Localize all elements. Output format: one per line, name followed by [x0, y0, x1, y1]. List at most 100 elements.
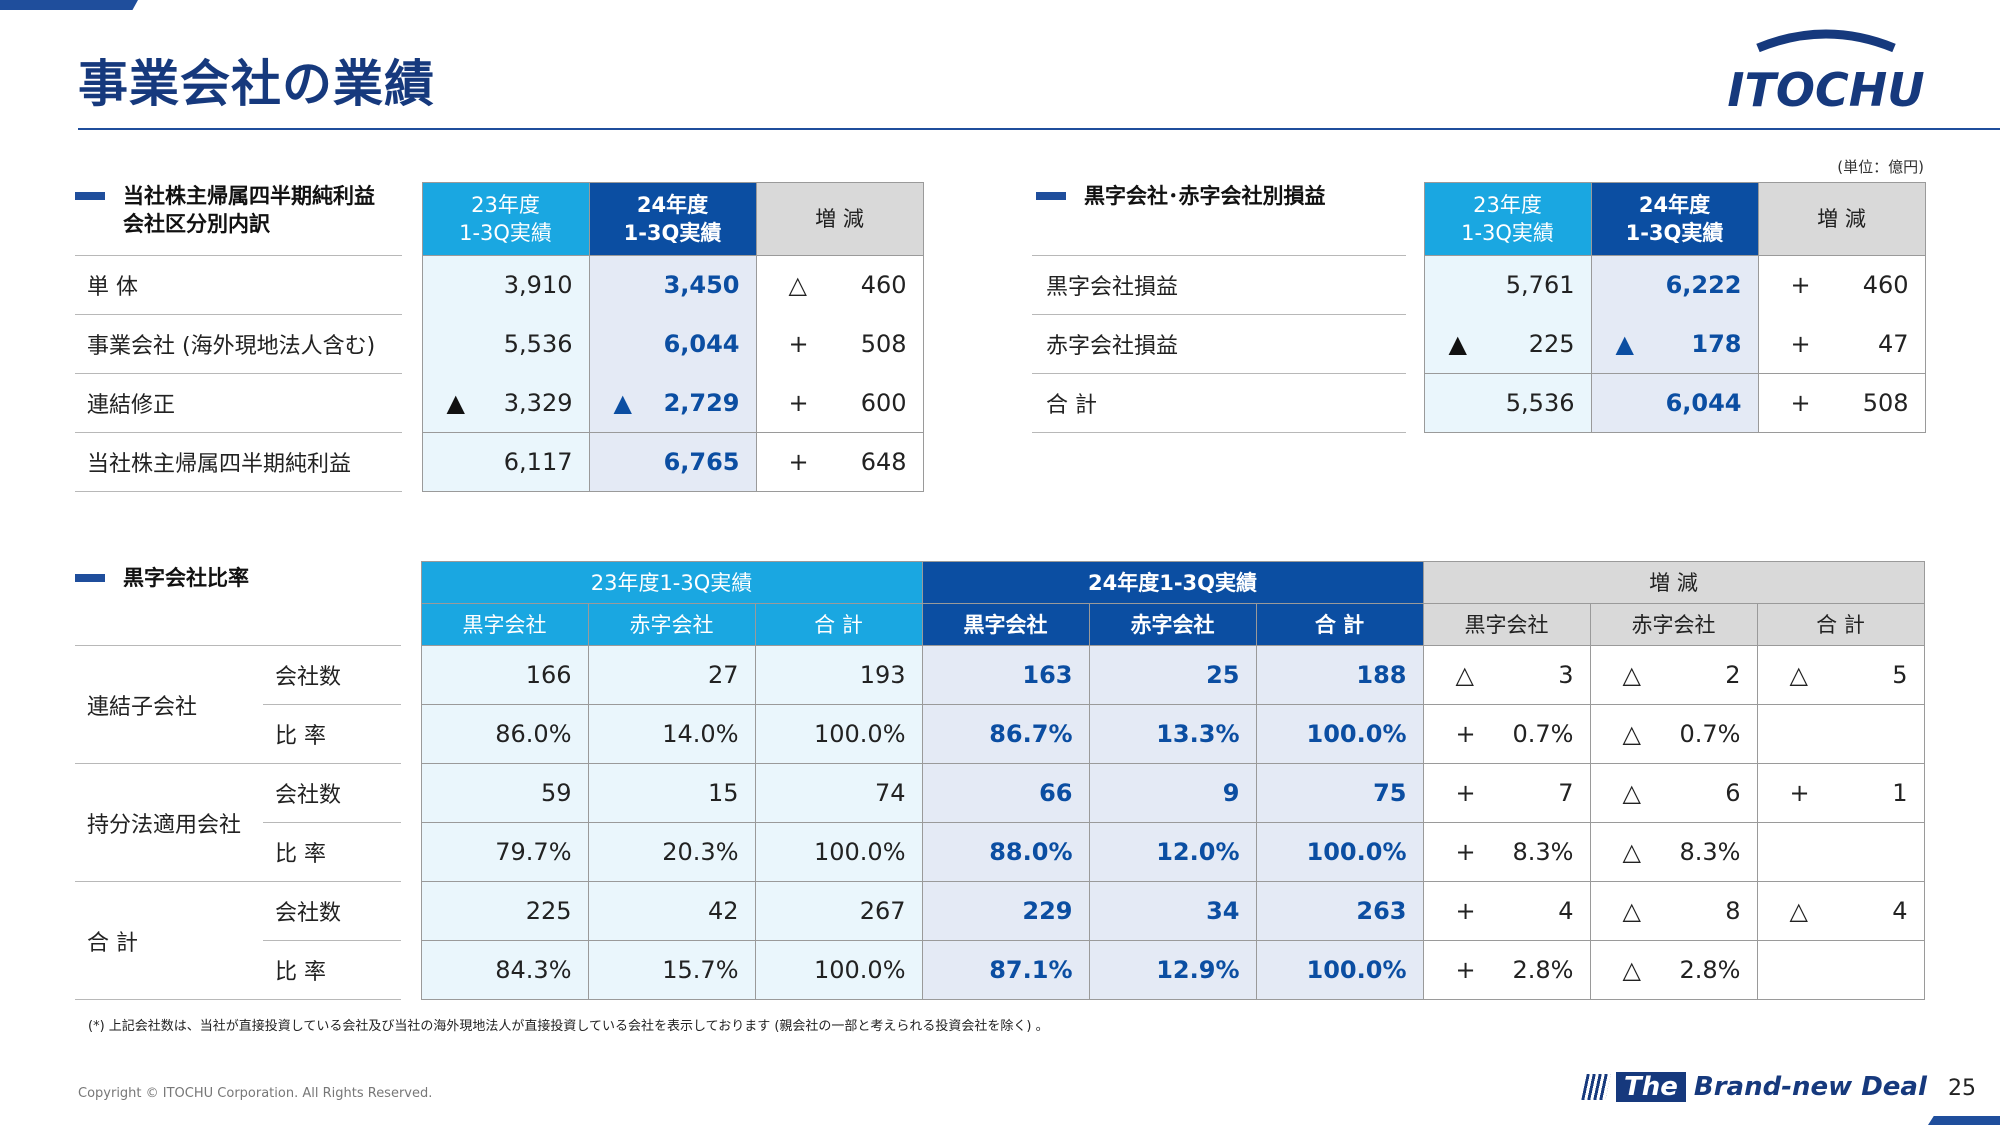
cell-fy24: 34 [1088, 881, 1257, 941]
subheader-total: 合 計 [1255, 603, 1424, 646]
cell-change: △ 2 [1589, 645, 1758, 705]
section-marker [75, 574, 105, 582]
cell-fy23: 79.7% [420, 822, 589, 882]
cell-change: △ 6 [1589, 763, 1758, 823]
table-row: 比 率 86.0% 14.0% 100.0% 86.7% 13.3% 100.0% +0.7%… [75, 704, 1925, 764]
bottom-accent-bar [1928, 1116, 2000, 1125]
cell-fy24: 13.3% [1088, 704, 1257, 764]
cell-change: +4 [1422, 881, 1591, 941]
title-divider [78, 128, 2000, 130]
table-row: 単 体 3,910 3,450 △ 460 [75, 255, 924, 315]
cell-change: △ 8 [1589, 881, 1758, 941]
cell-change: +8.3% [1422, 822, 1591, 882]
cell-fy24: 25 [1088, 645, 1257, 705]
metric-label: 比 率 [263, 940, 401, 1000]
cell-fy23: 100.0% [754, 822, 923, 882]
cell-fy23: 267 [754, 881, 923, 941]
cell-change: △ 3 [1422, 645, 1591, 705]
cell-fy23: 100.0% [754, 940, 923, 1000]
header-fy24: 24年度1-3Q実績 [921, 561, 1424, 604]
header-change: 増 減 [1757, 182, 1926, 256]
header-fy23: 23年度1-3Q実績 [420, 561, 923, 604]
cell-change: +1 [1756, 763, 1925, 823]
section-title-line2: 会社区分別内訳 [123, 212, 270, 236]
section-title: 黒字会社･赤字会社別損益 [1084, 184, 1326, 208]
section-marker [1036, 192, 1066, 200]
group-label: 連結子会社 [75, 645, 263, 764]
cell-fy24: 229 [921, 881, 1090, 941]
cell-fy23: 100.0% [754, 704, 923, 764]
subheader-total: 合 計 [754, 603, 923, 646]
footnote: (*) 上記会社数は、当社が直接投資している会社及び当社の海外現地法人が直接投資… [88, 1019, 1049, 1034]
cell-fy23: 225 [420, 881, 589, 941]
cell-fy24: 188 [1255, 645, 1424, 705]
cell-fy23: 86.0% [420, 704, 589, 764]
cell-fy23: 59 [420, 763, 589, 823]
metric-label: 会社数 [263, 881, 401, 941]
brand-text: Brand-new Deal [1693, 1072, 1927, 1102]
cell-fy24: 88.0% [921, 822, 1090, 882]
cell-fy23: 14.0% [587, 704, 756, 764]
cell-change [1756, 940, 1925, 1000]
cell-fy23: 20.3% [587, 822, 756, 882]
table-row: 赤字会社損益 ▲ 225 ▲ 178 +47 [1032, 314, 1926, 374]
cell-change: △ 8.3% [1589, 822, 1758, 882]
subheader-black: 黒字会社 [1422, 603, 1591, 646]
table-row: 連結子会社 会社数 166 27 193 163 25 188 △ 3 △ 2 △ 5 [75, 645, 1925, 764]
cell-fy23: 166 [420, 645, 589, 705]
cell-fy24: 86.7% [921, 704, 1090, 764]
copyright: Copyright © ITOCHU Corporation. All Righ… [78, 1086, 433, 1101]
page-number: 25 [1948, 1076, 1976, 1101]
group-label: 合 計 [75, 881, 263, 1000]
cell-change: +0.7% [1422, 704, 1591, 764]
cell-change [1756, 822, 1925, 882]
cell-fy23: 15.7% [587, 940, 756, 1000]
subheader-red: 赤字会社 [587, 603, 756, 646]
table-row: 比 率 79.7% 20.3% 100.0% 88.0% 12.0% 100.0% +8.3%… [75, 822, 1925, 882]
section-title: 黒字会社比率 [123, 566, 249, 590]
brand-the: The [1616, 1072, 1686, 1102]
cell-fy24: 163 [921, 645, 1090, 705]
subheader-black: 黒字会社 [420, 603, 589, 646]
subheader-total: 合 計 [1756, 603, 1925, 646]
table-row: 事業会社 (海外現地法人含む) 5,536 6,044 +508 [75, 314, 924, 374]
cell-fy23: 193 [754, 645, 923, 705]
cell-fy24: 12.9% [1088, 940, 1257, 1000]
subheader-red: 赤字会社 [1589, 603, 1758, 646]
cell-change: +7 [1422, 763, 1591, 823]
brand-stripes [1581, 1074, 1611, 1100]
cell-fy24: 12.0% [1088, 822, 1257, 882]
cell-fy23: 42 [587, 881, 756, 941]
subheader-red: 赤字会社 [1088, 603, 1257, 646]
cell-fy24: 75 [1255, 763, 1424, 823]
table-row-total: 当社株主帰属四半期純利益 6,117 6,765 +648 [75, 432, 924, 492]
cell-fy23: 74 [754, 763, 923, 823]
cell-fy24: 263 [1255, 881, 1424, 941]
profit-loss-companies-table: 23年度 1-3Q実績 24年度 1-3Q実績 増 減 黒字会社損益 5,761 6… [1032, 182, 1926, 433]
brand-tagline: The Brand-new Deal [1581, 1072, 1927, 1102]
cell-fy23: 15 [587, 763, 756, 823]
top-accent-bar [0, 0, 138, 10]
cell-fy24: 66 [921, 763, 1090, 823]
itochu-logo: ITOCHU [1728, 29, 1924, 116]
header-change: 増 減 [1422, 561, 1925, 604]
table-row: 黒字会社損益 5,761 6,222 +460 [1032, 255, 1926, 315]
cell-fy23: 84.3% [420, 940, 589, 1000]
unit-note: (単位：億円) [1837, 158, 1924, 176]
cell-fy24: 87.1% [921, 940, 1090, 1000]
profitable-ratio-table: 23年度1-3Q実績 24年度1-3Q実績 増 減 黒字会社 赤字会社 合 計 … [75, 561, 1925, 1000]
section-profit-loss-companies: 黒字会社･赤字会社別損益 [1036, 182, 1326, 210]
table-row: 合 計会社数 225 42 267 229 34 263 +4 △ 8 △ 4 [75, 881, 1925, 1000]
table-row: 持分法適用会社 会社数 59 15 74 66 9 75 +7 △ 6 +1 [75, 763, 1925, 882]
logo-wordmark: ITOCHU [1728, 63, 1924, 116]
metric-label: 比 率 [263, 822, 401, 882]
table-row-total: 合 計 5,536 6,044 +508 [1032, 373, 1926, 433]
cell-fy24: 100.0% [1255, 704, 1424, 764]
metric-label: 会社数 [263, 763, 401, 823]
cell-change: △ 4 [1756, 881, 1925, 941]
cell-fy24: 9 [1088, 763, 1257, 823]
table-row: 連結修正 ▲ 3,329 ▲ 2,729 +600 [75, 373, 924, 433]
